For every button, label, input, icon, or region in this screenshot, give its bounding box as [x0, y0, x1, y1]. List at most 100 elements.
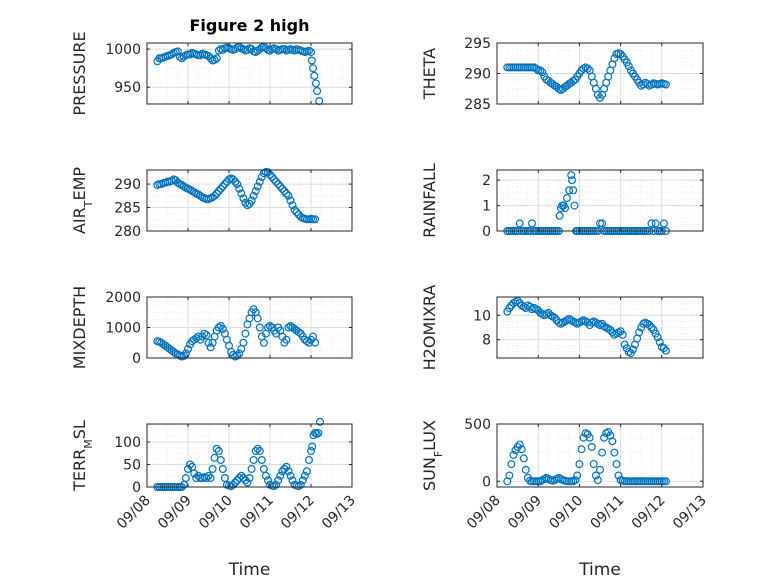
data-point [610, 54, 619, 63]
data-point [305, 456, 314, 465]
data-point [505, 471, 514, 480]
data-point [220, 180, 229, 189]
data-point [235, 184, 244, 193]
data-point [206, 343, 215, 352]
data-point [233, 351, 242, 360]
data-point [239, 194, 248, 203]
data-point [214, 187, 223, 196]
data-point [519, 454, 528, 463]
axes-box [496, 296, 704, 359]
data-point [661, 346, 670, 355]
subplot-h2omixra: 8 10 H2OMIXRA [420, 285, 704, 371]
data-point [282, 462, 291, 471]
data-point [202, 474, 211, 483]
data-point [190, 469, 199, 478]
data-point [647, 219, 656, 228]
series-sun_flux [503, 428, 670, 486]
y-tick-label: 1000 [105, 321, 141, 337]
data-point [241, 476, 250, 485]
data-point [276, 471, 285, 480]
data-point [204, 471, 213, 480]
data-point [575, 460, 584, 469]
data-point [567, 171, 576, 180]
data-point [272, 177, 281, 186]
y-axis-label: H2OMIXRA [420, 285, 439, 371]
series-terr_msl [153, 417, 325, 492]
data-point [628, 345, 637, 354]
data-point [536, 66, 545, 75]
data-point [169, 347, 178, 356]
data-point [282, 335, 291, 344]
data-point [651, 219, 660, 228]
y-axis-label: THETA [420, 48, 439, 100]
y-axis-label: AIRTEMP [70, 167, 95, 234]
data-point [515, 440, 524, 449]
data-point [253, 182, 262, 191]
axes-box [496, 169, 704, 232]
series-theta [503, 49, 670, 102]
data-point [505, 304, 514, 313]
x-axis-label: Time [578, 560, 621, 580]
data-point [196, 51, 205, 60]
subplot-rainfall: 0 1 2 RAINFALL [420, 163, 704, 240]
data-point [231, 177, 240, 186]
y-axis-label: TERRMSL [70, 420, 95, 492]
y-tick-label: 290 [464, 67, 491, 83]
data-point [290, 46, 299, 55]
data-point [173, 178, 182, 187]
y-tick-label: 1 [482, 199, 491, 215]
data-point [570, 201, 579, 210]
data-point [507, 460, 516, 469]
y-tick-label: 0 [482, 224, 491, 240]
data-point [562, 194, 571, 203]
data-point [284, 467, 293, 476]
series-air_temp [153, 167, 320, 224]
data-point [555, 211, 564, 220]
data-point [247, 196, 256, 205]
data-point [288, 201, 297, 210]
data-point [661, 80, 670, 89]
data-point [204, 338, 213, 347]
x-tick-label: 09/13 [319, 493, 359, 533]
x-tick-label: 09/11 [588, 493, 628, 533]
y-tick-label: 0 [132, 351, 141, 367]
data-point [513, 442, 522, 451]
x-tick-label: 09/12 [278, 493, 318, 533]
data-point [237, 189, 246, 198]
data-point [567, 176, 576, 185]
data-point [212, 189, 221, 198]
y-tick-label: 285 [464, 97, 491, 113]
data-point [231, 45, 240, 54]
data-point [210, 55, 219, 64]
y-tick-label: 285 [114, 201, 141, 217]
data-point [311, 338, 320, 347]
subplot-air_temp: 280 285 290 AIRTEMP [70, 167, 353, 240]
data-point [218, 465, 227, 474]
data-point [569, 186, 578, 195]
data-point [280, 45, 289, 54]
y-tick-label: 950 [114, 80, 141, 96]
axes-box [496, 423, 704, 488]
data-point [208, 465, 217, 474]
y-tick-label: 0 [482, 474, 491, 490]
data-point [527, 219, 536, 228]
data-point [307, 48, 316, 57]
data-point [314, 429, 323, 438]
data-point [302, 337, 311, 346]
data-point [264, 476, 273, 485]
data-point [206, 474, 215, 483]
data-point [243, 478, 252, 487]
data-point [294, 328, 303, 337]
data-point [521, 465, 530, 474]
data-point [653, 333, 662, 342]
data-point [259, 338, 268, 347]
y-tick-label: 2000 [105, 290, 141, 306]
data-point [247, 465, 256, 474]
data-point [286, 471, 295, 480]
data-point [181, 349, 190, 358]
data-point [186, 185, 195, 194]
data-point [186, 50, 195, 59]
x-tick-label: 09/10 [546, 493, 586, 533]
subplot-terr_msl: 09/08 09/09 09/10 09/11 09/12 09/13 0 50 100 TERR… [70, 417, 359, 580]
